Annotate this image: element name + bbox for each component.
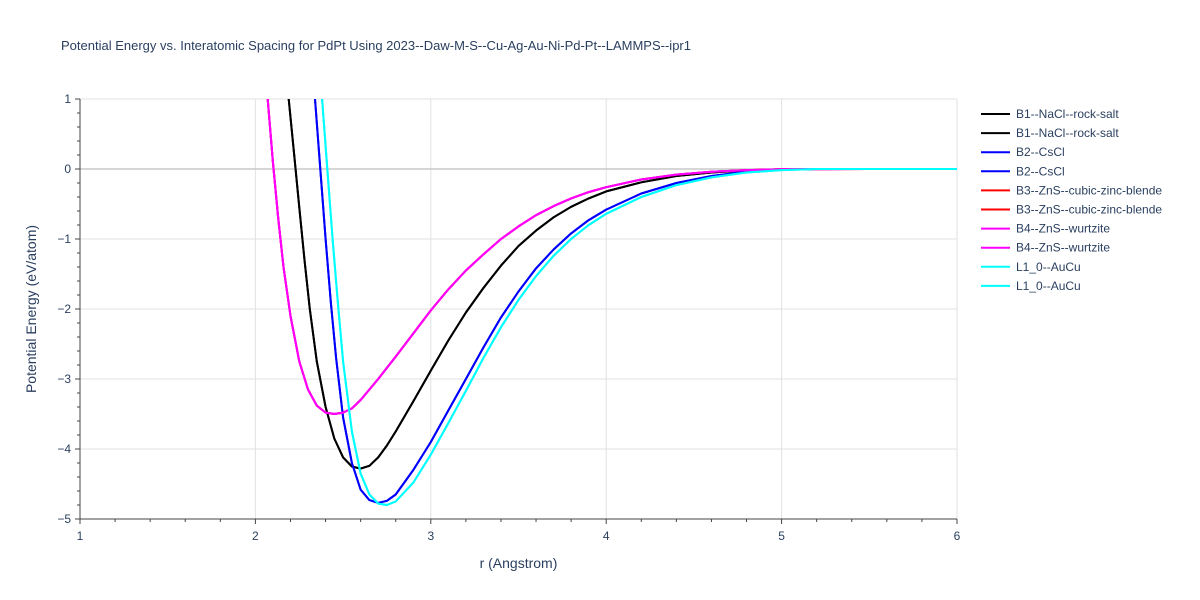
legend-label: B1--NaCl--rock-salt — [1016, 107, 1119, 121]
y-tick-label: −3 — [57, 372, 71, 386]
legend-label: B3--ZnS--cubic-zinc-blende — [1016, 203, 1162, 217]
y-tick-label: −5 — [57, 512, 71, 526]
legend[interactable]: B1--NaCl--rock-salt B1--NaCl--rock-salt B2… — [981, 107, 1162, 293]
x-tick-label: 3 — [427, 529, 434, 543]
legend-item[interactable]: B2--CsCl — [981, 164, 1065, 178]
series-line — [321, 99, 957, 506]
legend-item[interactable]: B2--CsCl — [981, 145, 1065, 159]
x-tick-label: 6 — [954, 529, 961, 543]
legend-label: B4--ZnS--wurtzite — [1016, 222, 1110, 236]
x-tick-label: 2 — [252, 529, 259, 543]
series-line — [321, 99, 957, 506]
tick-labels: 1 2 3 4 5 6 1 0 −1 −2 −3 −4 −5 — [57, 92, 960, 543]
series-line — [266, 99, 957, 415]
y-tick-label: −1 — [57, 232, 71, 246]
legend-item[interactable]: L1_0--AuCu — [981, 260, 1081, 274]
legend-item[interactable]: B4--ZnS--wurtzite — [981, 222, 1110, 236]
legend-item[interactable]: B1--NaCl--rock-salt — [981, 107, 1119, 121]
x-tick-label: 5 — [778, 529, 785, 543]
series-line — [314, 99, 957, 504]
series-lines — [266, 99, 957, 506]
x-tick-label: 1 — [77, 529, 84, 543]
y-tick-label: −2 — [57, 302, 71, 316]
y-tick-label: −4 — [57, 442, 71, 456]
legend-item[interactable]: B1--NaCl--rock-salt — [981, 126, 1119, 140]
legend-item[interactable]: B3--ZnS--cubic-zinc-blende — [981, 183, 1162, 197]
legend-label: B1--NaCl--rock-salt — [1016, 126, 1119, 140]
y-tick-label: 0 — [64, 162, 71, 176]
series-line — [266, 99, 957, 415]
chart-title: Potential Energy vs. Interatomic Spacing… — [61, 38, 691, 53]
series-line — [266, 99, 957, 415]
legend-label: B2--CsCl — [1016, 145, 1065, 159]
series-line — [287, 99, 957, 470]
series-line — [266, 99, 957, 415]
legend-item[interactable]: L1_0--AuCu — [981, 279, 1081, 293]
legend-label: L1_0--AuCu — [1016, 260, 1081, 274]
y-tick-label: 1 — [64, 92, 71, 106]
legend-item[interactable]: B3--ZnS--cubic-zinc-blende — [981, 203, 1162, 217]
series-line — [287, 99, 957, 470]
legend-item[interactable]: B4--ZnS--wurtzite — [981, 241, 1110, 255]
grid — [80, 98, 958, 519]
legend-label: B4--ZnS--wurtzite — [1016, 241, 1110, 255]
legend-label: B3--ZnS--cubic-zinc-blende — [1016, 183, 1162, 197]
x-axis-label: r (Angstrom) — [480, 555, 558, 571]
x-tick-label: 4 — [603, 529, 610, 543]
legend-label: B2--CsCl — [1016, 164, 1065, 178]
y-axis-label: Potential Energy (eV/atom) — [23, 225, 39, 393]
series-line — [314, 99, 957, 504]
legend-label: L1_0--AuCu — [1016, 279, 1081, 293]
axes — [75, 98, 958, 524]
